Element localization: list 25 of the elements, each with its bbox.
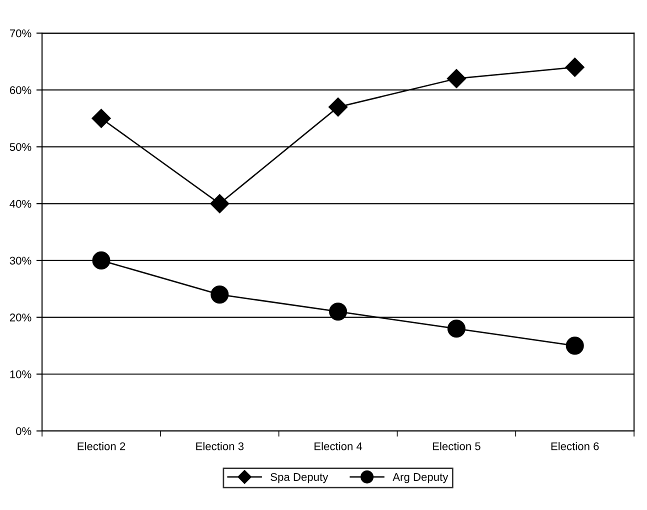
y-tick-label: 10% — [10, 370, 32, 378]
x-tick-label: Election 3 — [196, 442, 244, 450]
y-tick-label: 20% — [10, 314, 32, 322]
point — [447, 320, 466, 338]
y-tick-label: 0% — [16, 427, 32, 436]
x-tick-label: Election 6 — [551, 442, 599, 450]
x-tick-label: Election 5 — [432, 442, 480, 450]
point — [566, 336, 584, 355]
y-tick-label: 30% — [10, 256, 32, 265]
y-tick-label: 60% — [10, 86, 32, 94]
y-tick-label: 40% — [10, 200, 32, 208]
legend-label: Arg Deputy — [392, 473, 448, 484]
legend-label: Spa Deputy — [270, 473, 328, 484]
point — [92, 251, 110, 270]
y-tick-label: 50% — [10, 143, 32, 151]
point — [446, 69, 466, 88]
y-tick-label: 70% — [10, 29, 32, 38]
point — [210, 194, 230, 214]
point — [329, 302, 348, 321]
point — [565, 58, 584, 77]
x-tick-label: Election 4 — [314, 442, 362, 450]
point — [92, 108, 111, 128]
x-tick-label: Election 2 — [78, 442, 126, 450]
point — [328, 97, 348, 117]
point — [210, 286, 229, 304]
